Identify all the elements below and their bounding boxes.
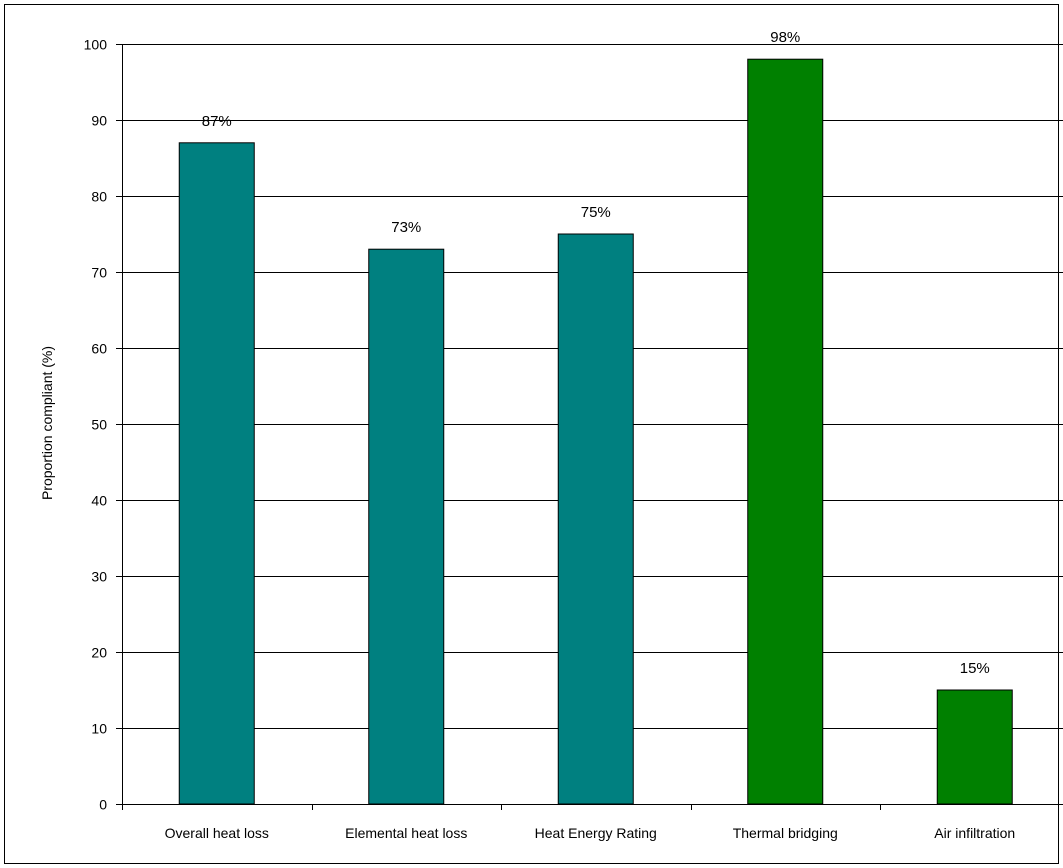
data-label: 98% <box>770 29 800 46</box>
data-label: 15% <box>960 660 990 677</box>
data-label: 87% <box>202 113 232 130</box>
y-tick-label: 60 <box>91 341 107 357</box>
bar <box>368 248 445 805</box>
y-tick-label: 70 <box>91 265 107 281</box>
y-tick-label: 10 <box>91 721 107 737</box>
bar <box>178 142 255 805</box>
y-tick-label: 20 <box>91 645 107 661</box>
category-label: Overall heat loss <box>165 825 269 841</box>
bar <box>747 58 824 805</box>
y-tick-label: 40 <box>91 493 107 509</box>
category-label: Air infiltration <box>934 825 1015 841</box>
labels: 0 10 20 30 40 50 60 70 80 90 100 87% Overall heat lo… <box>84 29 1016 841</box>
y-tick-label: 30 <box>91 569 107 585</box>
y-tick-label: 80 <box>91 189 107 205</box>
category-label: Elemental heat loss <box>345 825 467 841</box>
category-label: Heat Energy Rating <box>535 825 657 841</box>
data-label: 75% <box>581 204 611 221</box>
bar <box>936 689 1013 805</box>
category-label: Thermal bridging <box>733 825 838 841</box>
bars <box>178 58 1013 805</box>
gridlines <box>122 44 1063 729</box>
y-tick-label: 100 <box>84 37 108 53</box>
y-tick-label: 90 <box>91 113 107 129</box>
axes <box>116 44 1063 810</box>
data-label: 73% <box>391 219 421 236</box>
y-axis-title: Proportion compliant (%) <box>39 346 55 500</box>
y-tick-label: 50 <box>91 417 107 433</box>
bar <box>557 233 634 805</box>
y-tick-label: 0 <box>99 797 107 813</box>
